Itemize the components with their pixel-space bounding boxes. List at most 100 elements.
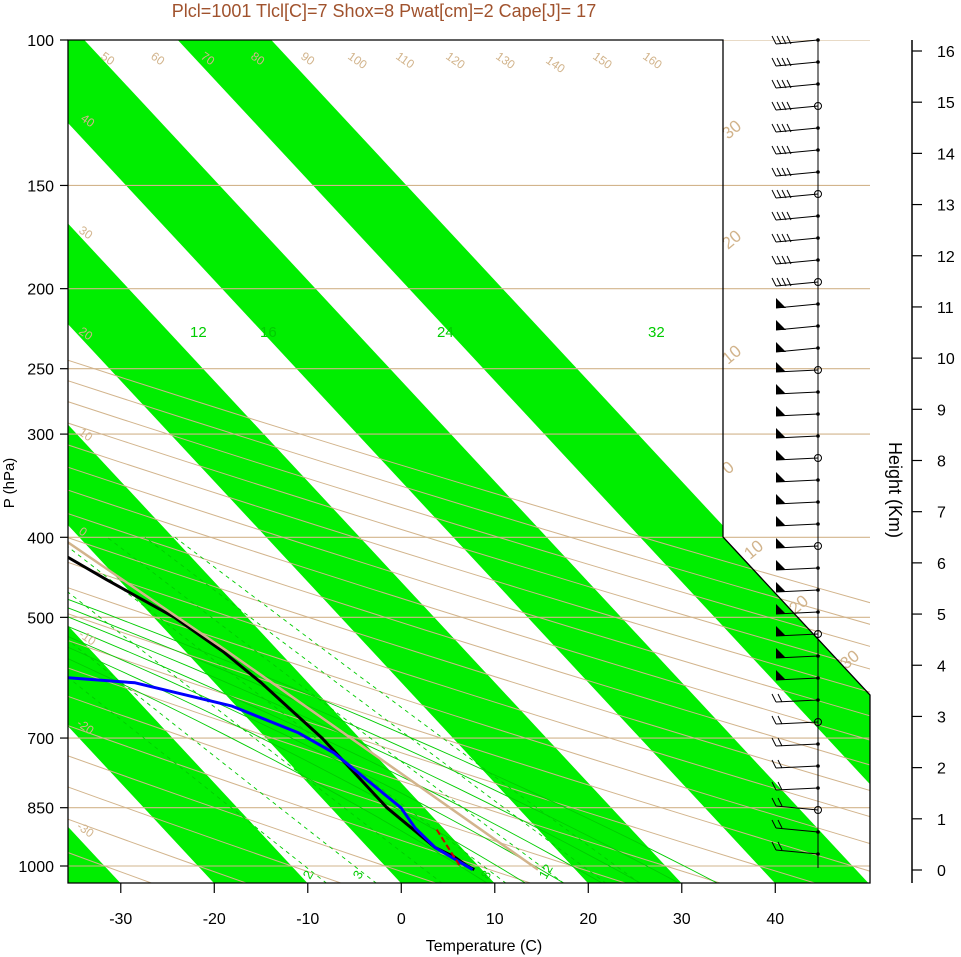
temperature-tick-label: -20: [203, 911, 226, 928]
wind-barb: [771, 123, 820, 133]
wind-barb: [771, 841, 820, 856]
height-tick-label: 12: [937, 249, 955, 266]
wind-barb: [775, 320, 820, 331]
dry-adiabat-label: 160: [640, 49, 665, 72]
height-tick-label: 10: [937, 351, 955, 368]
dry-adiabat-label: 130: [493, 49, 518, 72]
height-tick-label: 1: [937, 812, 946, 829]
wind-barb: [771, 759, 820, 769]
height-axis-title: Height (Km): [885, 442, 905, 538]
wind-barb: [771, 715, 822, 726]
dry-adiabat: [68, 561, 870, 818]
dry-adiabat: [68, 667, 722, 883]
temperature-line: [68, 555, 475, 871]
moist-adiabat-label: 32: [648, 324, 665, 341]
wind-barb: [771, 255, 820, 265]
moist-adiabat: [68, 646, 527, 883]
dry-adiabat: [68, 537, 870, 792]
temperature-tick-label: 10: [486, 911, 504, 928]
wind-barb: [771, 781, 820, 791]
pressure-tick-label: 400: [27, 530, 54, 547]
wind-barb: [775, 560, 820, 571]
height-tick-label: 7: [937, 505, 946, 522]
wind-barb: [775, 626, 822, 638]
height-tick-label: 0: [937, 863, 946, 880]
moist-adiabat-label: 24: [437, 324, 454, 341]
temperature-tick-label: 20: [579, 911, 597, 928]
mixing-ratio-line: [174, 536, 641, 883]
dry-adiabat: [68, 444, 870, 693]
height-tick-label: 13: [937, 198, 955, 215]
wind-barb: [775, 384, 820, 395]
pressure-tick-label: 500: [27, 610, 54, 627]
height-tick-label: 2: [937, 761, 946, 778]
height-tick-label: 9: [937, 402, 946, 419]
wind-barb: [775, 342, 820, 353]
wind-barb: [771, 57, 820, 67]
temperature-tick-label: -10: [296, 911, 319, 928]
sounding-curves: [68, 540, 539, 871]
height-tick-label: 6: [937, 556, 946, 573]
dry-adiabat-label: 140: [543, 53, 568, 76]
height-tick-label: 4: [937, 658, 946, 675]
parcel-line: [68, 540, 539, 871]
mixing-ratio-line: [68, 639, 377, 883]
mixing-ratio-line: [144, 536, 607, 883]
wind-barb: [771, 189, 822, 199]
wind-barb: [775, 494, 820, 505]
y-axis-title: P (hPa): [1, 458, 18, 509]
wind-barb: [775, 648, 820, 659]
height-tick-label: 14: [937, 146, 955, 163]
isotherm-band: [68, 40, 495, 883]
moist-adiabat-label: 12: [190, 324, 207, 341]
wind-barb: [771, 693, 820, 703]
wind-barb: [775, 450, 822, 462]
pressure-tick-label: 150: [27, 178, 54, 195]
gridlines: [68, 40, 870, 883]
wind-barb: [771, 167, 820, 177]
moist-adiabat: [68, 658, 488, 883]
wind-barb: [771, 79, 820, 89]
mixing-ratio-line: [106, 536, 565, 883]
dry-adiabat: [68, 613, 870, 872]
dry-adiabat: [68, 359, 870, 604]
wind-barb: [775, 472, 820, 483]
wind-barb: [775, 298, 820, 309]
wind-barb: [771, 35, 820, 45]
dry-adiabat-label: 150: [590, 49, 615, 72]
dewpoint-line: [68, 676, 474, 871]
dry-adiabat-label: 100: [345, 49, 370, 72]
mixing-ratio-label: 3: [350, 868, 367, 882]
x-axis-title: Temperature (C): [426, 938, 542, 955]
wind-barb: [775, 516, 820, 527]
temperature-bands: [68, 40, 870, 883]
wind-barb: [771, 819, 820, 834]
dry-adiabat-label: 60: [148, 49, 167, 68]
dry-adiabat-label: 90: [298, 49, 317, 68]
isotherm-band: [177, 40, 870, 883]
isotherm-band: [68, 40, 308, 883]
dry-adiabat: [68, 380, 870, 625]
moist-adiabat: [68, 607, 680, 883]
dry-adiabat-label: 110: [393, 49, 417, 72]
wind-barb: [775, 582, 820, 593]
height-tick-label: 11: [937, 300, 954, 317]
wind-barb: [775, 604, 820, 615]
wind-barb: [775, 670, 820, 681]
pressure-tick-label: 300: [27, 427, 54, 444]
wind-barb: [771, 211, 820, 221]
isotherm-band: [68, 40, 869, 883]
pressure-tick-label: 100: [27, 33, 54, 50]
height-tick-label: 16: [937, 44, 955, 61]
mixing-ratio-line: [68, 591, 443, 883]
height-tick-label: 3: [937, 709, 946, 726]
temperature-tick-label: 30: [673, 911, 691, 928]
temperature-tick-label: 40: [766, 911, 784, 928]
pressure-tick-label: 200: [27, 282, 54, 299]
wind-barbs: [771, 35, 822, 868]
moist-adiabat-label: 16: [260, 324, 277, 341]
wind-barb: [771, 233, 820, 243]
pressure-tick-label: 700: [27, 731, 54, 748]
mixing-ratio-line: [68, 546, 507, 883]
